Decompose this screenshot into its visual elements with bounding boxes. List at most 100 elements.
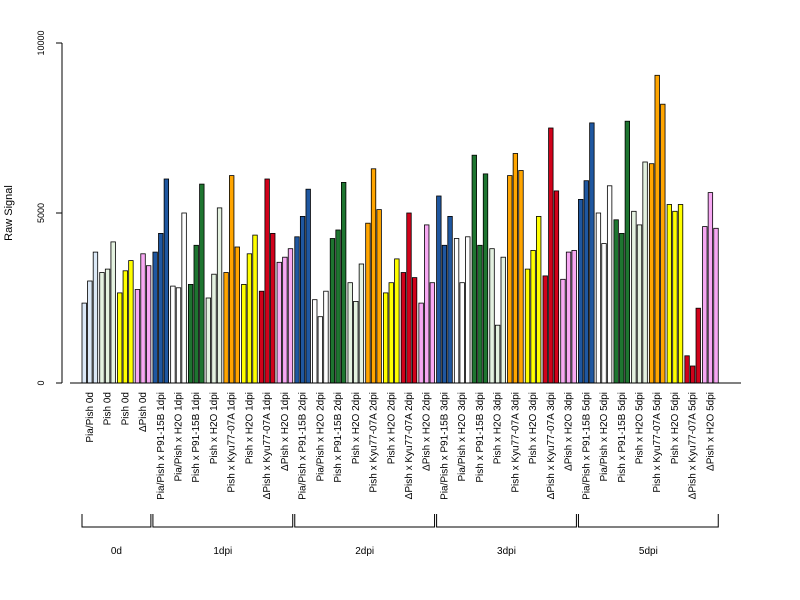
bar	[684, 355, 690, 384]
bar	[631, 210, 637, 384]
bar	[400, 272, 407, 384]
bar	[666, 204, 672, 384]
y-axis-label: Raw Signal	[3, 185, 15, 241]
bar	[376, 209, 382, 384]
bar	[542, 275, 548, 384]
group-bracket	[152, 514, 294, 528]
bar	[258, 290, 265, 384]
x-tick-label: ΔPish x H2O 5dpi	[705, 392, 716, 471]
bar	[134, 289, 141, 384]
bar	[654, 74, 660, 384]
bar	[282, 256, 288, 384]
bar	[264, 178, 270, 384]
x-tick-label: Pish x H2O 2dpi	[351, 392, 362, 464]
x-tick-label: Pia/Pish x P91-15B 1dpi	[156, 392, 167, 500]
bar	[299, 215, 306, 384]
bar	[335, 229, 341, 384]
bar	[365, 222, 371, 384]
bar	[707, 192, 714, 384]
bar	[234, 246, 240, 384]
bar	[205, 297, 212, 384]
bar	[565, 251, 572, 384]
y-axis: 0 5000 10000	[36, 30, 63, 386]
bar	[595, 212, 602, 384]
x-tick-label: Pish x Kyu77-07A 3dpi	[510, 392, 521, 493]
bar	[294, 236, 300, 384]
bar	[441, 244, 448, 384]
bar	[211, 273, 217, 384]
bar	[601, 243, 607, 384]
bar	[110, 241, 116, 384]
x-tick-label: Pish x H2O 3dpi	[493, 392, 504, 464]
bar	[524, 268, 531, 384]
bar	[436, 195, 442, 384]
x-tick-label: ΔPish x H2O 2dpi	[422, 392, 433, 471]
bar	[648, 163, 655, 384]
bar	[312, 299, 318, 384]
y-tick-label: 10000	[36, 30, 46, 55]
x-tick-label: ΔPish x Kyu77-07A 3dpi	[546, 392, 557, 499]
x-tick-label: Pish 0d	[120, 392, 131, 425]
group-label: 3dpi	[497, 546, 516, 557]
bar	[388, 282, 394, 384]
bar	[353, 300, 359, 384]
bar	[158, 232, 164, 384]
bar	[370, 168, 377, 384]
x-tick-label: ΔPish 0d	[138, 392, 149, 432]
bar	[672, 210, 678, 384]
bar	[241, 283, 247, 384]
group-brackets: 0d 1dpi 2dpi 3dpi 5dpi	[81, 514, 719, 557]
x-tick-label: Pia/Pish x P91-15B 5dpi	[581, 392, 592, 500]
bar	[560, 278, 566, 384]
x-tick-label: Pia/Pish x H2O 3dpi	[457, 392, 468, 482]
x-tick-label: ΔPish x H2O 1dpi	[280, 392, 291, 471]
bar	[690, 365, 696, 384]
bar	[163, 178, 170, 384]
bar	[578, 198, 584, 384]
bar	[702, 226, 708, 384]
bar	[287, 248, 294, 384]
bar	[465, 236, 471, 384]
bar	[489, 248, 495, 384]
bar	[358, 263, 365, 384]
group-bracket	[81, 514, 152, 528]
bar	[453, 238, 460, 384]
x-tick-label: ΔPish x H2O 3dpi	[564, 392, 575, 471]
x-tick-label: ΔPish x Kyu77-07A 1dpi	[262, 392, 273, 499]
bar	[122, 270, 128, 384]
bar	[518, 170, 524, 384]
bar	[193, 244, 199, 384]
x-tick-label: Pia/Pish x H2O 5dpi	[599, 392, 610, 482]
bar	[81, 302, 87, 384]
bar	[500, 256, 506, 384]
bar	[152, 251, 158, 384]
bar	[117, 292, 123, 384]
x-tick-label: Pish x Kyu77-07A 1dpi	[227, 392, 238, 493]
x-tick-label: Pish 0d	[103, 392, 114, 425]
bar	[229, 175, 235, 384]
group-label: 0d	[111, 546, 122, 557]
bar	[424, 224, 430, 384]
x-tick-label: Pia/Pish x H2O 1dpi	[174, 392, 185, 482]
group-label: 5dpi	[639, 546, 658, 557]
y-tick-label: 0	[36, 380, 46, 385]
x-tick-label: ΔPish x Kyu77-07A 5dpi	[688, 392, 699, 499]
bar	[216, 207, 223, 384]
x-tick-label: Pish x H2O 5dpi	[634, 392, 645, 464]
x-tick-label: Pia/Pish x P91-15B 3dpi	[439, 392, 450, 500]
x-tick-label: Pish x H2O 1dpi	[209, 392, 220, 464]
bar	[477, 244, 483, 384]
bar	[270, 232, 276, 384]
bar	[223, 272, 229, 384]
bar	[145, 265, 152, 384]
bar	[104, 268, 111, 384]
bar	[530, 249, 536, 384]
bar	[536, 215, 542, 384]
bar	[99, 272, 105, 384]
x-tick-label: Pish x H2O 1dpi	[244, 392, 255, 464]
bar	[624, 120, 630, 384]
group-bracket	[436, 514, 577, 528]
x-tick-label: Pish x P91-15B 1dpi	[191, 392, 202, 483]
bar	[323, 290, 329, 384]
